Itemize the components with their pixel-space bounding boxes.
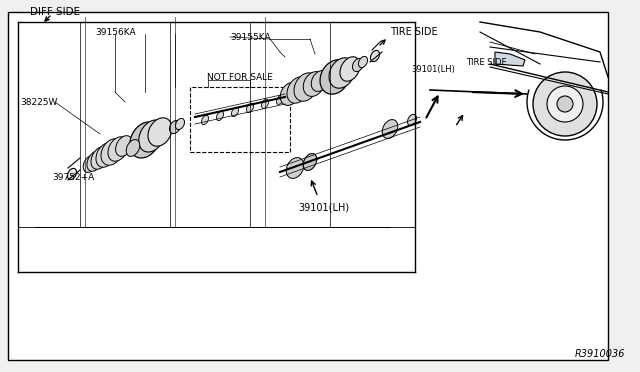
Ellipse shape [280, 83, 300, 105]
Ellipse shape [353, 58, 364, 72]
Ellipse shape [91, 147, 109, 169]
Ellipse shape [303, 71, 324, 96]
Ellipse shape [139, 120, 165, 152]
Ellipse shape [101, 139, 123, 165]
Ellipse shape [276, 95, 284, 105]
Text: 39155KA: 39155KA [230, 32, 271, 42]
Ellipse shape [382, 119, 398, 138]
Ellipse shape [170, 121, 180, 134]
Ellipse shape [175, 118, 184, 129]
Text: 39752+A: 39752+A [52, 173, 94, 182]
Ellipse shape [126, 140, 140, 157]
Text: TIRE SIDE: TIRE SIDE [390, 27, 438, 37]
Ellipse shape [262, 99, 269, 108]
Ellipse shape [311, 71, 329, 92]
Text: DIFF SIDE: DIFF SIDE [30, 7, 80, 17]
Ellipse shape [148, 118, 172, 146]
Ellipse shape [340, 57, 360, 81]
Ellipse shape [83, 155, 97, 173]
Text: 39156KA: 39156KA [95, 28, 136, 36]
Ellipse shape [216, 111, 223, 121]
Ellipse shape [358, 57, 367, 68]
Ellipse shape [130, 122, 160, 158]
Ellipse shape [286, 158, 304, 179]
Ellipse shape [67, 169, 77, 180]
Text: 38225W: 38225W [20, 97, 58, 106]
Circle shape [547, 86, 583, 122]
Text: 39101(LH): 39101(LH) [298, 202, 349, 212]
Text: R3910036: R3910036 [575, 349, 625, 359]
Text: 39101(LH): 39101(LH) [411, 64, 455, 74]
Ellipse shape [246, 103, 253, 112]
Ellipse shape [329, 58, 355, 88]
Ellipse shape [96, 143, 116, 167]
Ellipse shape [116, 136, 132, 156]
Text: NOT FOR SALE: NOT FOR SALE [207, 73, 273, 81]
Circle shape [557, 96, 573, 112]
Bar [190, 87, 290, 152]
Text: TIRE SIDE: TIRE SIDE [466, 58, 506, 67]
Ellipse shape [371, 50, 380, 62]
Ellipse shape [303, 154, 317, 170]
Ellipse shape [108, 137, 128, 161]
Polygon shape [495, 52, 525, 66]
Ellipse shape [232, 107, 239, 116]
Ellipse shape [87, 151, 103, 171]
Ellipse shape [287, 77, 309, 103]
Ellipse shape [202, 115, 209, 125]
Ellipse shape [320, 60, 350, 94]
Ellipse shape [294, 73, 318, 101]
Ellipse shape [408, 114, 417, 126]
Circle shape [533, 72, 597, 136]
